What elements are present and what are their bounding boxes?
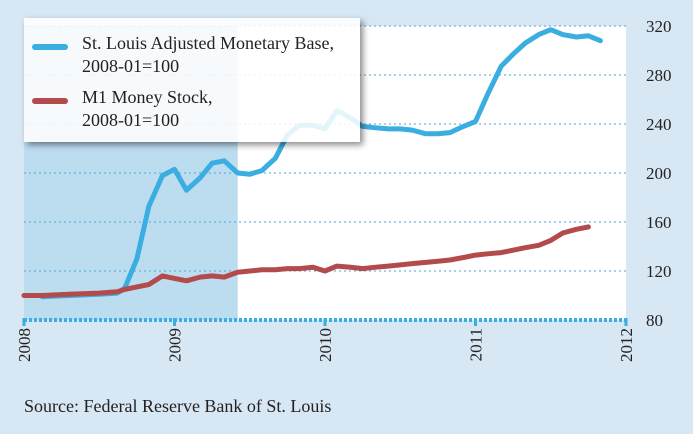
- y-tick-label: 200: [646, 164, 672, 183]
- legend-swatch-monetary-base: [32, 44, 68, 50]
- x-tick-label: 2011: [467, 328, 486, 361]
- legend-item-monetary-base: St. Louis Adjusted Monetary Base, 2008-0…: [24, 18, 360, 78]
- x-tick-label: 2009: [166, 328, 185, 362]
- legend-label-m1: M1 Money Stock,: [82, 87, 213, 107]
- y-tick-label: 80: [646, 311, 663, 330]
- y-tick-label: 280: [646, 66, 672, 85]
- legend-label-monetary-base-base: 2008-01=100: [82, 56, 180, 76]
- legend-swatch-m1: [32, 98, 68, 104]
- legend-label-monetary-base: St. Louis Adjusted Monetary Base,: [82, 33, 334, 53]
- source-note: Source: Federal Reserve Bank of St. Loui…: [24, 396, 332, 416]
- legend-item-m1: M1 Money Stock, 2008-01=100: [24, 78, 360, 142]
- y-tick-label: 160: [646, 213, 672, 232]
- x-tick-label: 2008: [15, 328, 34, 362]
- y-tick-label: 240: [646, 115, 672, 134]
- legend-label-m1-base: 2008-01=100: [82, 110, 180, 130]
- chart-legend: St. Louis Adjusted Monetary Base, 2008-0…: [24, 18, 360, 142]
- x-tick-label: 2012: [617, 328, 636, 362]
- y-tick-label: 120: [646, 262, 672, 281]
- y-tick-label: 320: [646, 17, 672, 36]
- series-line-m1: [21, 224, 591, 298]
- x-tick-label: 2010: [316, 328, 335, 362]
